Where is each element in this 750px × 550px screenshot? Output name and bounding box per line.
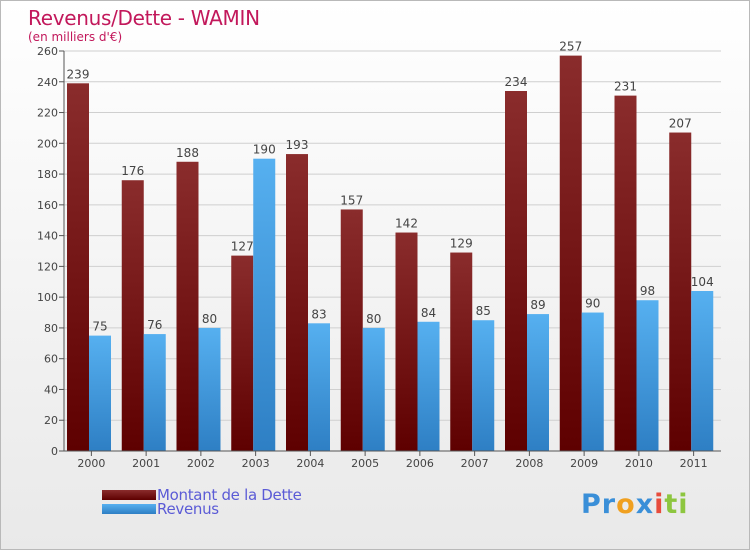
y-tick-label: 40 <box>44 383 58 396</box>
data-label-revenus-2003: 190 <box>253 143 276 157</box>
bar-debt-2002 <box>176 161 199 451</box>
data-label-debt-2011: 207 <box>669 117 692 131</box>
y-tick-label: 0 <box>51 445 58 458</box>
data-label-debt-2006: 142 <box>395 217 418 231</box>
bar-revenus-2010 <box>636 300 659 451</box>
legend-item-revenus: Revenus <box>102 500 219 518</box>
data-label-revenus-2004: 83 <box>311 307 326 321</box>
chart-title: Revenus/Dette - WAMIN <box>28 6 260 30</box>
bar-debt-2010 <box>614 95 637 451</box>
bar-revenus-2000 <box>89 335 111 451</box>
y-tick-label: 240 <box>37 76 58 89</box>
bar-revenus-2008 <box>527 314 549 451</box>
bar-debt-2006 <box>395 232 418 451</box>
data-label-debt-2005: 157 <box>340 193 363 207</box>
bar-revenus-2001 <box>143 334 166 451</box>
data-label-revenus-2000: 75 <box>92 320 107 334</box>
y-tick-label: 200 <box>37 137 58 150</box>
proxiti-logo: Proxiti <box>581 489 689 520</box>
data-label-revenus-2010: 98 <box>640 284 655 298</box>
x-tick-label: 2000 <box>77 457 105 470</box>
bar-debt-2005 <box>340 209 363 451</box>
bar-debt-2011 <box>669 132 692 452</box>
data-label-revenus-2005: 80 <box>366 312 381 326</box>
logo-letter: t <box>664 489 679 520</box>
data-label-debt-2002: 188 <box>176 146 199 160</box>
bar-debt-2001 <box>121 180 144 451</box>
bar-debt-2007 <box>450 252 473 451</box>
data-label-revenus-2011: 104 <box>691 275 714 289</box>
data-label-debt-2010: 231 <box>614 80 637 94</box>
bar-revenus-2007 <box>472 320 495 451</box>
x-tick-label: 2008 <box>515 457 543 470</box>
bar-debt-2004 <box>286 154 308 452</box>
x-tick-label: 2002 <box>187 457 215 470</box>
bar-debt-2003 <box>231 255 254 451</box>
y-tick-label: 260 <box>37 45 58 58</box>
data-label-debt-2009: 257 <box>559 40 582 54</box>
bar-revenus-2003 <box>253 158 276 451</box>
y-tick-label: 80 <box>44 322 58 335</box>
legend-item-debt: Montant de la Dette <box>102 486 302 504</box>
data-label-revenus-2008: 89 <box>530 298 545 312</box>
data-label-revenus-2002: 80 <box>202 312 217 326</box>
x-tick-label: 2007 <box>461 457 489 470</box>
data-label-debt-2001: 176 <box>121 164 144 178</box>
y-tick-label: 140 <box>37 230 58 243</box>
logo-letter: o <box>616 489 636 520</box>
logo-letter: P <box>581 489 602 520</box>
x-tick-label: 2003 <box>242 457 270 470</box>
bar-debt-2008 <box>505 91 527 451</box>
y-tick-label: 160 <box>37 199 58 212</box>
bar-revenus-2002 <box>198 327 221 451</box>
x-tick-label: 2006 <box>406 457 434 470</box>
legend-swatch-revenus <box>102 504 156 514</box>
x-tick-label: 2001 <box>132 457 160 470</box>
x-tick-label: 2004 <box>296 457 324 470</box>
bar-revenus-2005 <box>362 327 385 451</box>
bar-debt-2009 <box>559 55 582 451</box>
data-label-revenus-2007: 85 <box>476 304 491 318</box>
data-label-debt-2000: 239 <box>67 67 90 81</box>
x-tick-label: 2011 <box>680 457 708 470</box>
y-tick-label: 120 <box>37 260 58 273</box>
data-label-debt-2007: 129 <box>450 237 473 251</box>
logo-letter: r <box>601 489 617 520</box>
x-tick-label: 2010 <box>625 457 653 470</box>
y-tick-label: 180 <box>37 168 58 181</box>
y-tick-label: 60 <box>44 353 58 366</box>
legend-label-revenus: Revenus <box>157 500 219 518</box>
logo-letter: x <box>635 489 655 520</box>
bar-revenus-2004 <box>308 323 330 451</box>
y-tick-label: 20 <box>44 414 58 427</box>
x-tick-label: 2005 <box>351 457 379 470</box>
data-label-debt-2003: 127 <box>231 240 254 254</box>
data-label-debt-2008: 234 <box>505 75 528 89</box>
chart-subtitle: (en milliers d'€) <box>28 30 123 44</box>
y-tick-label: 100 <box>37 291 58 304</box>
legend-swatch-debt <box>102 490 156 500</box>
bar-revenus-2011 <box>691 291 714 451</box>
bar-revenus-2009 <box>581 312 604 451</box>
data-label-revenus-2009: 90 <box>585 297 600 311</box>
bar-debt-2000 <box>67 83 89 452</box>
bar-revenus-2006 <box>417 321 440 451</box>
logo-letter: i <box>678 489 689 520</box>
logo-letter: i <box>654 489 665 520</box>
y-tick-label: 220 <box>37 107 58 120</box>
data-label-revenus-2001: 76 <box>147 318 162 332</box>
legend-label-debt: Montant de la Dette <box>157 486 302 504</box>
x-tick-label: 2009 <box>570 457 598 470</box>
data-label-revenus-2006: 84 <box>421 306 436 320</box>
data-label-debt-2004: 193 <box>286 138 309 152</box>
